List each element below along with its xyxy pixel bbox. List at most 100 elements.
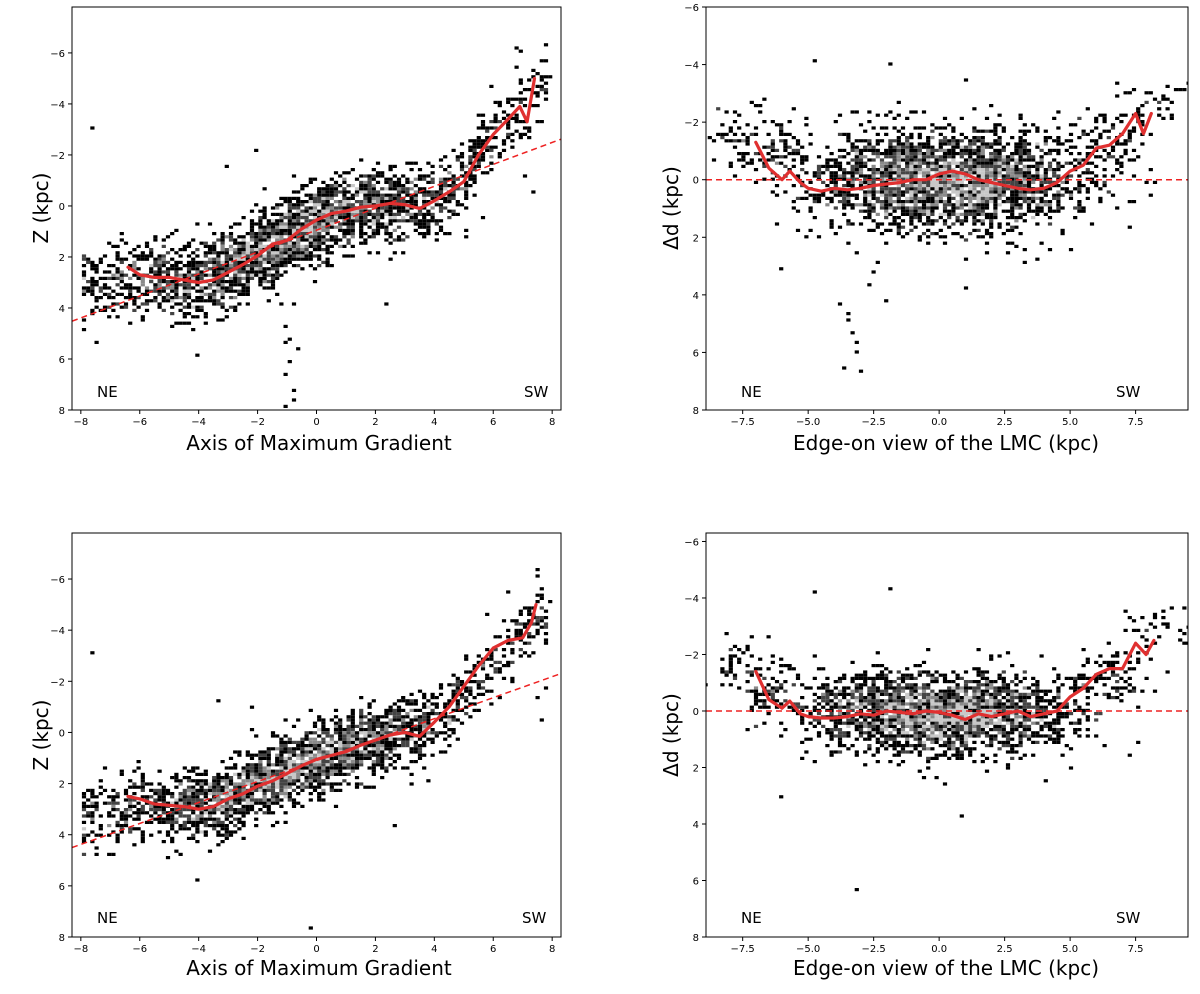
data-point <box>258 244 263 248</box>
data-point <box>287 254 292 258</box>
data-point <box>963 148 969 152</box>
data-point <box>900 184 906 188</box>
data-point <box>380 200 385 204</box>
data-point <box>892 158 897 162</box>
data-point <box>1056 161 1061 165</box>
data-point <box>94 283 99 287</box>
data-point <box>296 238 301 242</box>
data-point <box>1014 142 1019 146</box>
data-point <box>934 184 939 188</box>
data-point <box>216 270 221 274</box>
data-point <box>375 718 381 722</box>
data-point <box>455 187 460 191</box>
data-point <box>136 811 141 815</box>
data-point <box>224 248 229 252</box>
data-point <box>884 132 889 136</box>
data-point <box>174 785 179 789</box>
data-point <box>224 257 229 261</box>
data-point <box>854 168 859 172</box>
data-point <box>363 200 368 204</box>
data-point <box>464 180 469 184</box>
data-point <box>388 718 393 722</box>
data-point <box>951 232 956 236</box>
data-point <box>993 187 998 191</box>
data-point <box>535 574 540 578</box>
data-point <box>1073 702 1078 706</box>
data-point <box>90 840 95 844</box>
data-point <box>422 225 427 229</box>
data-point <box>111 244 116 248</box>
data-point <box>233 788 238 792</box>
data-point <box>959 190 964 194</box>
data-point <box>396 724 402 728</box>
data-point <box>367 785 372 789</box>
data-point <box>128 785 133 789</box>
data-point <box>1060 206 1065 210</box>
data-point <box>783 139 788 143</box>
data-point <box>875 113 880 117</box>
data-point <box>947 184 952 188</box>
data-point <box>291 216 297 220</box>
data-point <box>438 190 444 194</box>
data-point <box>207 244 213 248</box>
data-point <box>296 212 301 216</box>
data-point <box>926 209 931 213</box>
data-point <box>413 222 418 226</box>
data-point <box>497 670 502 674</box>
data-point <box>405 724 410 728</box>
data-point <box>367 756 372 760</box>
data-point <box>350 724 355 728</box>
data-point <box>955 152 960 156</box>
data-point <box>144 308 150 312</box>
data-point <box>997 222 1002 226</box>
data-point <box>518 622 523 626</box>
data-point <box>1018 158 1023 162</box>
data-point <box>443 737 448 741</box>
data-point <box>321 753 326 757</box>
data-point <box>917 209 922 213</box>
data-point <box>161 817 166 821</box>
data-point <box>199 264 204 268</box>
data-point <box>438 686 444 690</box>
data-point <box>325 200 330 204</box>
data-point <box>1005 187 1011 191</box>
data-point <box>371 721 376 725</box>
data-point <box>926 683 931 687</box>
data-point <box>968 180 973 184</box>
data-point <box>296 772 301 776</box>
data-point <box>854 340 859 344</box>
data-point <box>514 120 519 124</box>
data-point <box>434 734 439 738</box>
data-point <box>1039 158 1044 162</box>
data-point <box>333 216 339 220</box>
data-point <box>342 254 347 258</box>
data-point <box>480 152 486 156</box>
data-point <box>300 209 305 213</box>
data-point <box>896 158 901 162</box>
data-point <box>514 129 519 133</box>
data-point <box>191 788 196 792</box>
data-point <box>1106 152 1111 156</box>
data-point <box>863 155 868 159</box>
data-point <box>283 248 288 252</box>
data-point <box>968 161 973 165</box>
data-point <box>401 200 406 204</box>
data-point <box>527 78 532 82</box>
data-point <box>1026 190 1032 194</box>
data-point <box>900 145 906 149</box>
data-point <box>846 152 851 156</box>
data-point <box>854 152 859 156</box>
data-point <box>233 283 238 287</box>
data-point <box>1068 145 1074 149</box>
data-point <box>909 110 914 114</box>
data-point <box>300 203 305 207</box>
data-point <box>174 808 179 812</box>
data-point <box>216 833 221 837</box>
data-point <box>249 225 255 229</box>
data-point <box>258 219 263 223</box>
data-point <box>1022 200 1027 204</box>
data-point <box>363 750 368 754</box>
data-point <box>363 744 368 748</box>
data-point <box>384 228 389 232</box>
data-point <box>153 808 158 812</box>
